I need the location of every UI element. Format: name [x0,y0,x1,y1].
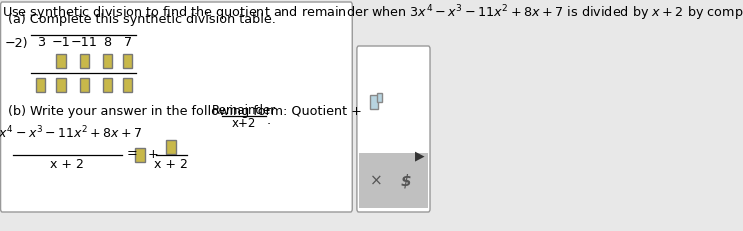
Bar [80,78,89,92]
Text: x+2: x+2 [232,117,256,130]
FancyBboxPatch shape [1,2,352,212]
Text: ▶: ▶ [415,149,424,162]
Text: $: $ [401,173,412,188]
Bar [36,78,45,92]
Text: −11: −11 [71,36,97,49]
Text: −1: −1 [51,36,71,49]
Bar [56,54,65,68]
Bar [80,54,89,68]
Text: Remainder: Remainder [212,104,276,117]
Text: 8: 8 [103,36,111,49]
Text: .: . [267,114,271,127]
Text: Use synthetic division to find the quotient and remainder when $3x^4-x^3-11x^2+8: Use synthetic division to find the quoti… [2,3,743,23]
Bar [370,95,377,109]
Text: +: + [148,148,159,161]
Text: x + 2: x + 2 [50,158,84,171]
Text: $3x^4-x^3-11x^2+8x+7$: $3x^4-x^3-11x^2+8x+7$ [0,125,143,141]
Bar [134,148,145,162]
Bar [377,93,382,102]
Bar [103,78,112,92]
Text: (b) Write your answer in the following form: Quotient +: (b) Write your answer in the following f… [8,105,362,118]
Bar [103,54,112,68]
Text: −2): −2) [4,36,27,49]
Bar [123,54,132,68]
Bar [359,153,428,208]
Text: ×: × [370,173,383,188]
Text: 3: 3 [36,36,45,49]
Bar [166,140,176,154]
Text: (a) Complete this synthetic division table.: (a) Complete this synthetic division tab… [8,13,276,26]
Bar [56,78,65,92]
Text: 7: 7 [123,36,132,49]
Text: x + 2: x + 2 [155,158,188,171]
Bar [123,78,132,92]
FancyBboxPatch shape [357,46,430,212]
Text: =: = [126,148,137,161]
